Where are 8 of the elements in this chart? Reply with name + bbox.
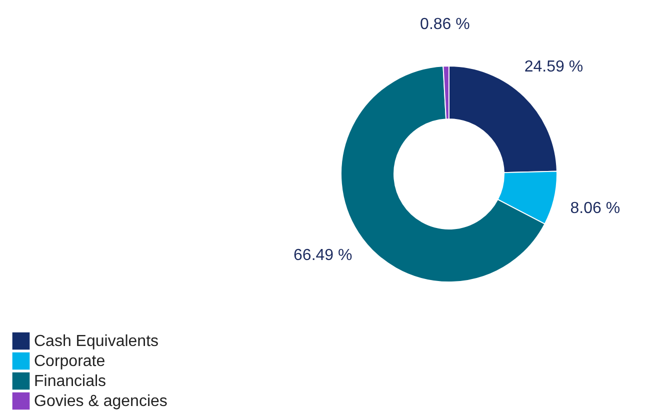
data-label: 66.49 % xyxy=(294,247,352,264)
legend-label: Cash Equivalents xyxy=(34,333,159,350)
legend-label: Financials xyxy=(34,373,106,390)
data-label: 24.59 % xyxy=(524,58,584,76)
data-label: 8.06 % xyxy=(570,200,620,217)
legend-label: Corporate xyxy=(34,353,106,370)
legend-label: Govies & agencies xyxy=(34,393,168,410)
data-label: 0.86 % xyxy=(420,16,470,34)
